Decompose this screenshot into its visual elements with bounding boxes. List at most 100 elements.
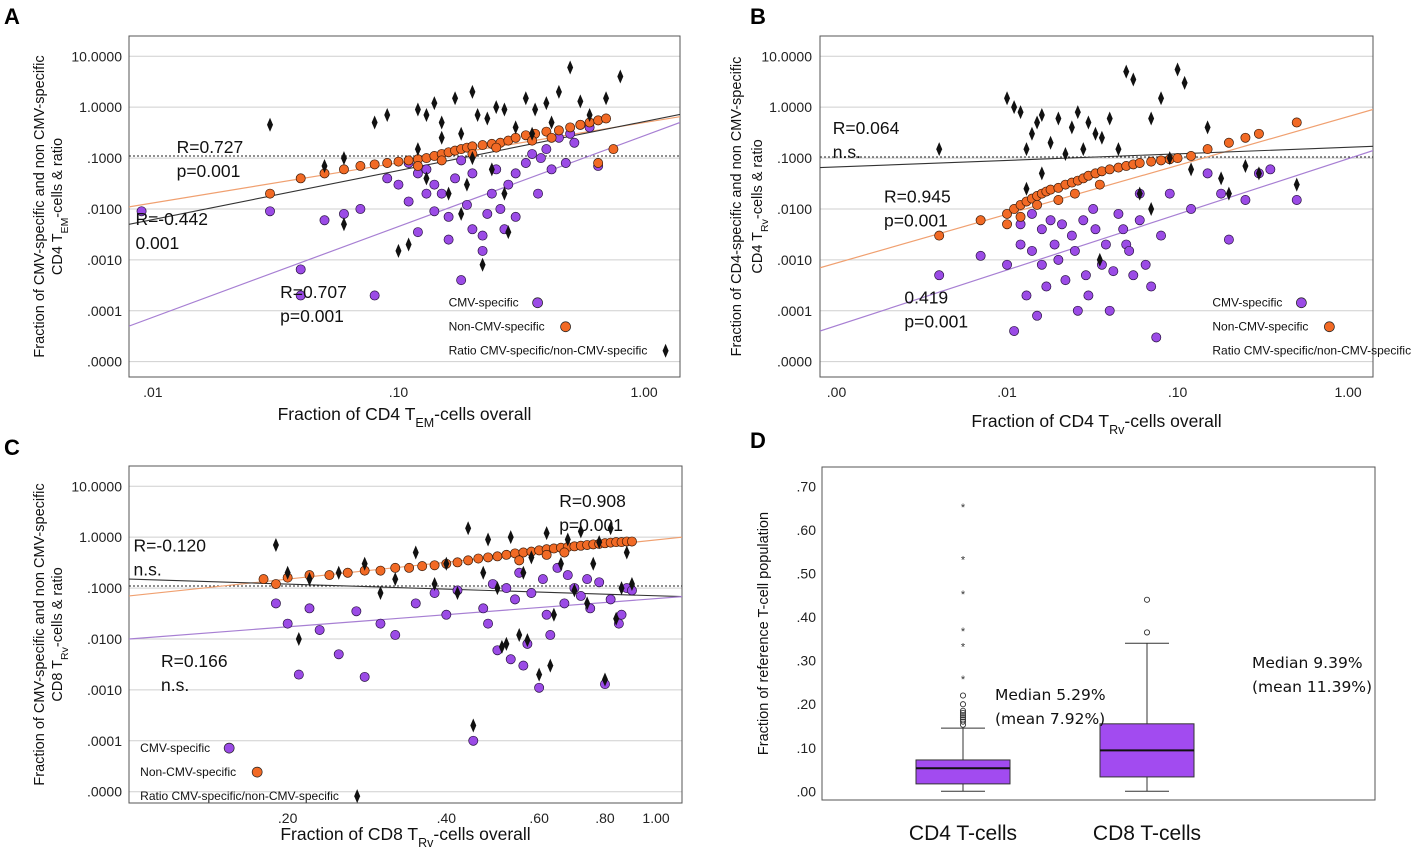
y-label-subscript: Rv [759, 218, 771, 232]
point-ratio [1242, 158, 1249, 173]
stat-annotation: R=0.908 [559, 491, 626, 511]
point-cmv [1002, 259, 1012, 270]
y-tick-label: .0100 [87, 631, 122, 647]
point-cmv [594, 577, 605, 588]
point-noncmv [342, 567, 353, 578]
point-cmv [1240, 195, 1251, 205]
point-ratio [1055, 111, 1062, 126]
x-tick-label: 1.00 [630, 384, 657, 400]
point-ratio [1255, 166, 1262, 181]
point-ratio [340, 217, 347, 232]
point-noncmv [295, 173, 306, 184]
point-ratio [272, 538, 279, 553]
point-cmv [482, 208, 493, 219]
point-ratio [384, 108, 391, 123]
x-label-subscript: Rv [1109, 423, 1125, 437]
y-tick-label: .0010 [777, 252, 812, 268]
outlier-star: * [961, 554, 966, 566]
y-axis-label-line2: CD8 TRv-cells & ratio [50, 567, 71, 701]
y-axis-label-line1: Fraction of CD4-specific and non CMV-spe… [729, 57, 745, 357]
point-noncmv [1146, 156, 1157, 167]
point-cmv [359, 671, 370, 682]
point-cmv [527, 149, 538, 159]
point-noncmv [1134, 158, 1145, 168]
stat-annotation: R=0.727 [177, 137, 244, 157]
x-label-part: Fraction of CD4 T [278, 404, 416, 424]
point-ratio [321, 158, 328, 173]
point-ratio [1148, 201, 1155, 216]
stat-annotation: R=-0.120 [134, 536, 207, 556]
point-noncmv [491, 142, 502, 153]
y-tick-label: .0000 [87, 784, 122, 800]
point-noncmv [403, 155, 414, 166]
point-ratio [1293, 177, 1300, 192]
point-noncmv [429, 560, 440, 571]
point-ratio [1204, 120, 1211, 135]
point-cmv [537, 574, 548, 585]
plot-area [820, 62, 1373, 343]
point-noncmv [1015, 211, 1026, 222]
point-ratio [543, 96, 550, 111]
point-cmv [410, 598, 421, 609]
category-label: CD8 T-cells [1093, 822, 1201, 845]
point-ratio [469, 84, 476, 99]
point-cmv [1140, 259, 1151, 270]
point-cmv [443, 211, 454, 222]
point-noncmv [477, 140, 488, 151]
point-ratio [601, 672, 608, 687]
legend-label-noncmv: Non-CMV-specific [1212, 320, 1308, 334]
y-tick-label: .0000 [777, 354, 812, 370]
point-cmv [461, 199, 472, 210]
x-label-part: -cells overall [434, 404, 531, 424]
point-cmv [1134, 215, 1145, 226]
point-ratio [628, 577, 635, 592]
point-noncmv [514, 555, 525, 566]
point-ratio [361, 556, 368, 571]
outlier-star: * [961, 502, 966, 514]
x-tick-label: .40 [437, 810, 457, 826]
point-ratio [603, 91, 610, 106]
point-ratio [340, 151, 347, 166]
stat-annotation: R=-0.442 [135, 209, 207, 229]
point-ratio [395, 243, 402, 258]
point-cmv [1083, 290, 1094, 301]
point-ratio [267, 117, 274, 132]
point-ratio [577, 94, 584, 109]
point-noncmv [1104, 164, 1115, 175]
panel-d: .00 .10 .20 .30 .40 .50 .60 .70 * * * * * * CD4 T-cell… [756, 466, 1376, 845]
point-cmv [1151, 332, 1162, 343]
point-cmv [1049, 239, 1060, 250]
point-ratio [1148, 111, 1155, 126]
point-cmv [1053, 254, 1064, 265]
point-ratio [1166, 151, 1173, 166]
y-tick-label: .20 [797, 696, 817, 712]
point-cmv [314, 625, 325, 635]
point-cmv [505, 654, 516, 665]
point-ratio [465, 521, 472, 536]
legend-label-cmv: CMV-specific [1212, 296, 1282, 310]
y-label-subscript: Rv [59, 646, 71, 660]
point-noncmv [546, 132, 557, 143]
outlier-circle [959, 707, 967, 714]
x-tick-label: .60 [529, 810, 549, 826]
point-ratio [557, 556, 564, 571]
point-ratio [1092, 126, 1099, 141]
point-cmv [1164, 188, 1175, 199]
point-ratio [498, 639, 505, 654]
point-cmv [429, 179, 440, 190]
point-noncmv [1053, 195, 1064, 205]
point-cmv [1060, 275, 1071, 286]
point-noncmv [492, 551, 503, 562]
point-cmv [1072, 305, 1083, 316]
x-tick-label: .20 [278, 810, 298, 826]
point-noncmv [1032, 199, 1043, 210]
point-ratio [295, 631, 302, 646]
y-axis-label-line1: Fraction of CMV-specific and non CMV-spe… [32, 55, 48, 357]
point-ratio [548, 115, 555, 130]
point-ratio [1158, 91, 1165, 106]
point-ratio [524, 633, 531, 648]
point-cmv [1186, 204, 1197, 214]
point-ratio [567, 60, 574, 75]
point-ratio [1106, 111, 1113, 126]
